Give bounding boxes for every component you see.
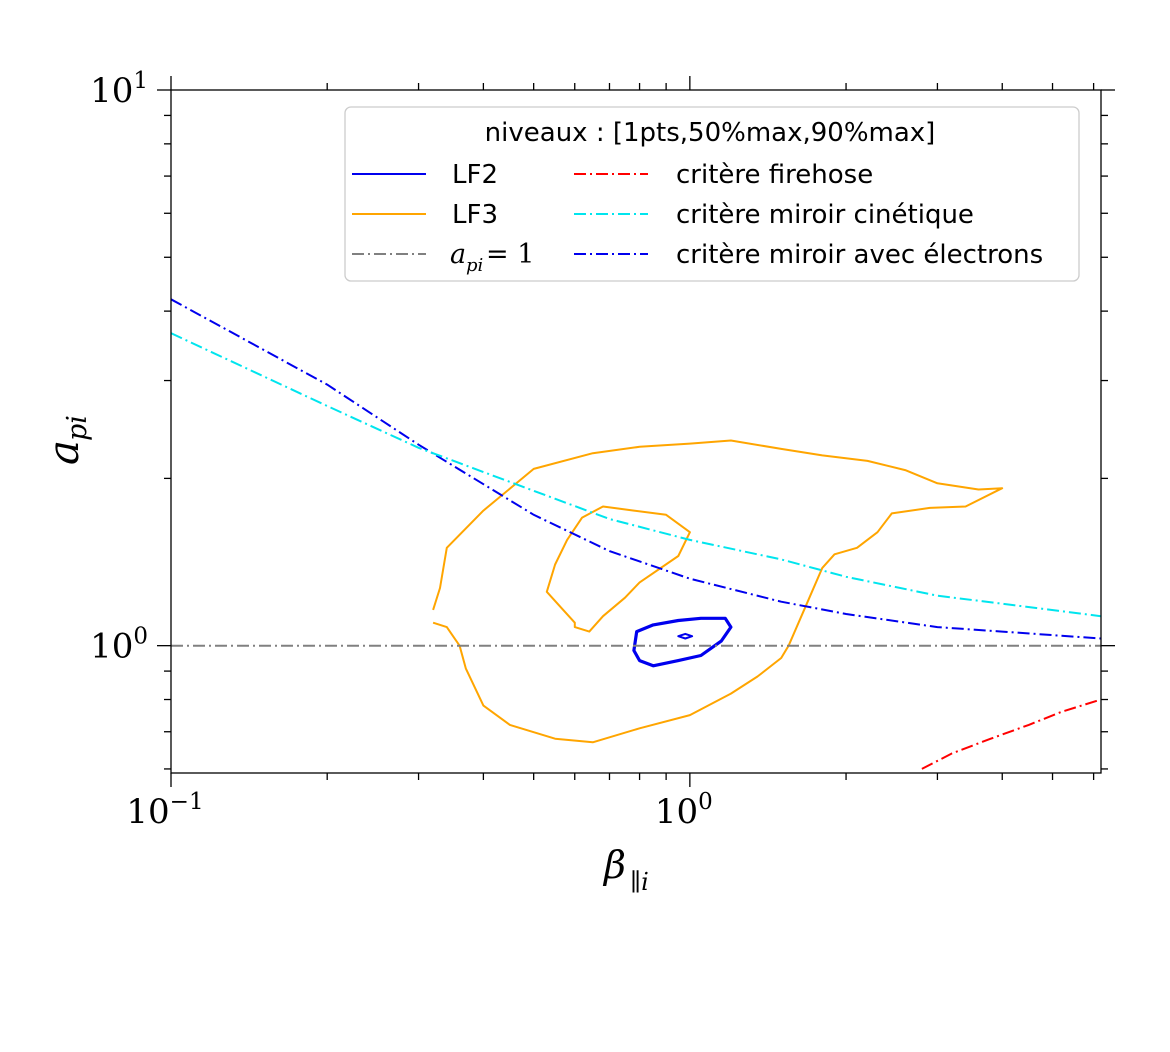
- series-line-critere-miroir-avec-electrons: [171, 298, 1101, 640]
- legend-label-lf3: LF3: [452, 200, 498, 230]
- legend-label-api1-rest: = 1: [486, 239, 534, 270]
- plot-frame: [170, 89, 1102, 774]
- y-tick-label: 101: [90, 68, 148, 111]
- series-line-critere-firehose: [921, 698, 1101, 770]
- legend-label-firehose: critère firehose: [676, 160, 873, 190]
- y-axis-label-subscript: pi: [62, 415, 93, 441]
- axis-ticks: [157, 76, 1115, 787]
- y-tick-label: 100: [90, 624, 148, 667]
- legend-label-miroir-electrons: critère miroir avec électrons: [676, 240, 1043, 270]
- contour-lf3-50-max: [545, 505, 691, 633]
- x-tick-label: 10−1: [126, 789, 203, 832]
- x-axis-label: β: [602, 843, 626, 887]
- series-line-critere-miroir-cinetique: [171, 332, 1101, 618]
- plot-lines: [171, 298, 1101, 770]
- legend-label-api1-sub: pi: [466, 255, 483, 276]
- legend-title: niveaux : [1pts,50%max,90%max]: [485, 118, 936, 148]
- x-axis-label-subscript: ∥i: [630, 868, 649, 896]
- x-tick-label: 100: [655, 789, 713, 832]
- contour-lf2-90-max: [677, 632, 694, 640]
- legend-label-lf2: LF2: [452, 160, 498, 190]
- legend-label-api1: a: [450, 239, 466, 270]
- contour-lf2-50-max: [632, 616, 733, 668]
- y-axis-label: a: [39, 440, 88, 465]
- legend: niveaux : [1pts,50%max,90%max] LF2 LF3 a…: [344, 106, 1080, 282]
- tick-labels: 10−1 100 100 101: [90, 68, 713, 832]
- contour-lf3-1pts: [432, 439, 1004, 744]
- legend-label-miroir-cinetique: critère miroir cinétique: [676, 200, 974, 230]
- legend-box: [344, 106, 1080, 282]
